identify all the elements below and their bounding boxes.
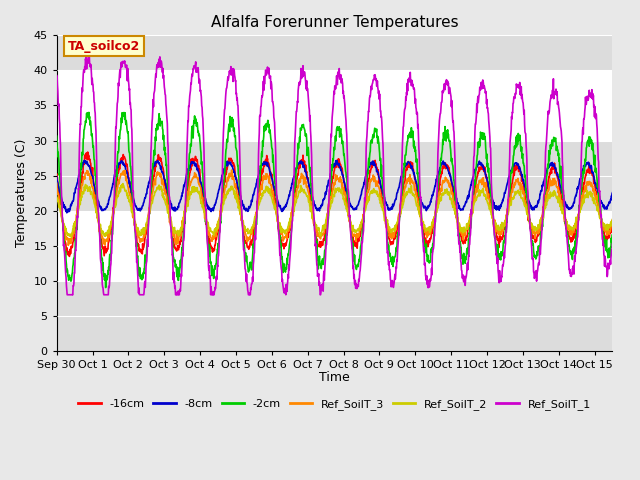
Ref_SoilT_1 (85, 51, 93, 57)
-2cm (214, 247, 221, 253)
Bar (57, 141, 612, 211)
-16cm (536, 227, 543, 233)
Ref_SoilT_1 (609, 241, 616, 247)
Text: TA_soilco2: TA_soilco2 (68, 39, 140, 52)
Ref_SoilT_3 (228, 167, 236, 173)
X-axis label: Time: Time (319, 371, 350, 384)
Ref_SoilT_3 (474, 186, 482, 192)
-2cm (264, 120, 272, 126)
Ref_SoilT_3 (65, 242, 72, 248)
Ref_SoilT_1 (164, 139, 172, 144)
Ref_SoilT_1 (53, 72, 61, 78)
Ref_SoilT_1 (154, 65, 161, 71)
-2cm (536, 248, 543, 254)
-16cm (474, 169, 482, 175)
Ref_SoilT_3 (264, 174, 272, 180)
-2cm (164, 182, 172, 188)
Ref_SoilT_3 (153, 170, 161, 176)
Ref_SoilT_1 (536, 252, 543, 257)
Ref_SoilT_2 (264, 187, 272, 193)
-16cm (154, 158, 161, 164)
Ref_SoilT_2 (164, 210, 172, 216)
Ref_SoilT_1 (214, 264, 221, 269)
Ref_SoilT_2 (154, 184, 161, 190)
-16cm (264, 160, 272, 166)
-16cm (84, 149, 92, 155)
Y-axis label: Temperatures (C): Temperatures (C) (15, 139, 28, 247)
Ref_SoilT_2 (119, 181, 127, 187)
-16cm (65, 253, 73, 259)
Ref_SoilT_3 (609, 217, 616, 223)
-8cm (63, 210, 70, 216)
Legend: -16cm, -8cm, -2cm, Ref_SoilT_3, Ref_SoilT_2, Ref_SoilT_1: -16cm, -8cm, -2cm, Ref_SoilT_3, Ref_Soil… (74, 395, 595, 415)
Ref_SoilT_3 (214, 221, 221, 227)
-16cm (609, 222, 616, 228)
-8cm (154, 158, 161, 164)
Ref_SoilT_2 (53, 194, 61, 200)
Ref_SoilT_3 (53, 180, 61, 186)
-2cm (609, 232, 616, 238)
Line: -16cm: -16cm (57, 152, 612, 256)
-8cm (536, 196, 543, 202)
Line: Ref_SoilT_2: Ref_SoilT_2 (57, 184, 612, 237)
-8cm (474, 162, 482, 168)
Ref_SoilT_3 (163, 203, 171, 209)
-8cm (164, 190, 172, 196)
Ref_SoilT_2 (536, 223, 543, 229)
Bar (57, 281, 612, 351)
Ref_SoilT_3 (536, 228, 543, 234)
-8cm (81, 157, 88, 163)
Ref_SoilT_2 (214, 218, 221, 224)
-2cm (85, 109, 93, 115)
-16cm (164, 196, 172, 202)
Ref_SoilT_2 (474, 193, 482, 199)
-8cm (53, 174, 61, 180)
-16cm (53, 172, 61, 178)
Ref_SoilT_1 (264, 69, 272, 75)
Bar (57, 36, 612, 71)
-2cm (154, 121, 161, 127)
Ref_SoilT_1 (474, 94, 482, 99)
Line: Ref_SoilT_3: Ref_SoilT_3 (57, 170, 612, 245)
Ref_SoilT_2 (609, 216, 616, 222)
-2cm (474, 144, 482, 150)
Ref_SoilT_1 (63, 292, 71, 298)
Line: Ref_SoilT_1: Ref_SoilT_1 (57, 54, 612, 295)
Line: -8cm: -8cm (57, 160, 612, 213)
-8cm (264, 163, 272, 169)
-8cm (609, 190, 616, 195)
Title: Alfalfa Forerunner Temperatures: Alfalfa Forerunner Temperatures (211, 15, 458, 30)
Line: -2cm: -2cm (57, 112, 612, 288)
-8cm (214, 191, 221, 196)
Ref_SoilT_2 (67, 234, 75, 240)
-2cm (53, 133, 61, 139)
-16cm (214, 230, 221, 236)
-2cm (102, 285, 109, 290)
